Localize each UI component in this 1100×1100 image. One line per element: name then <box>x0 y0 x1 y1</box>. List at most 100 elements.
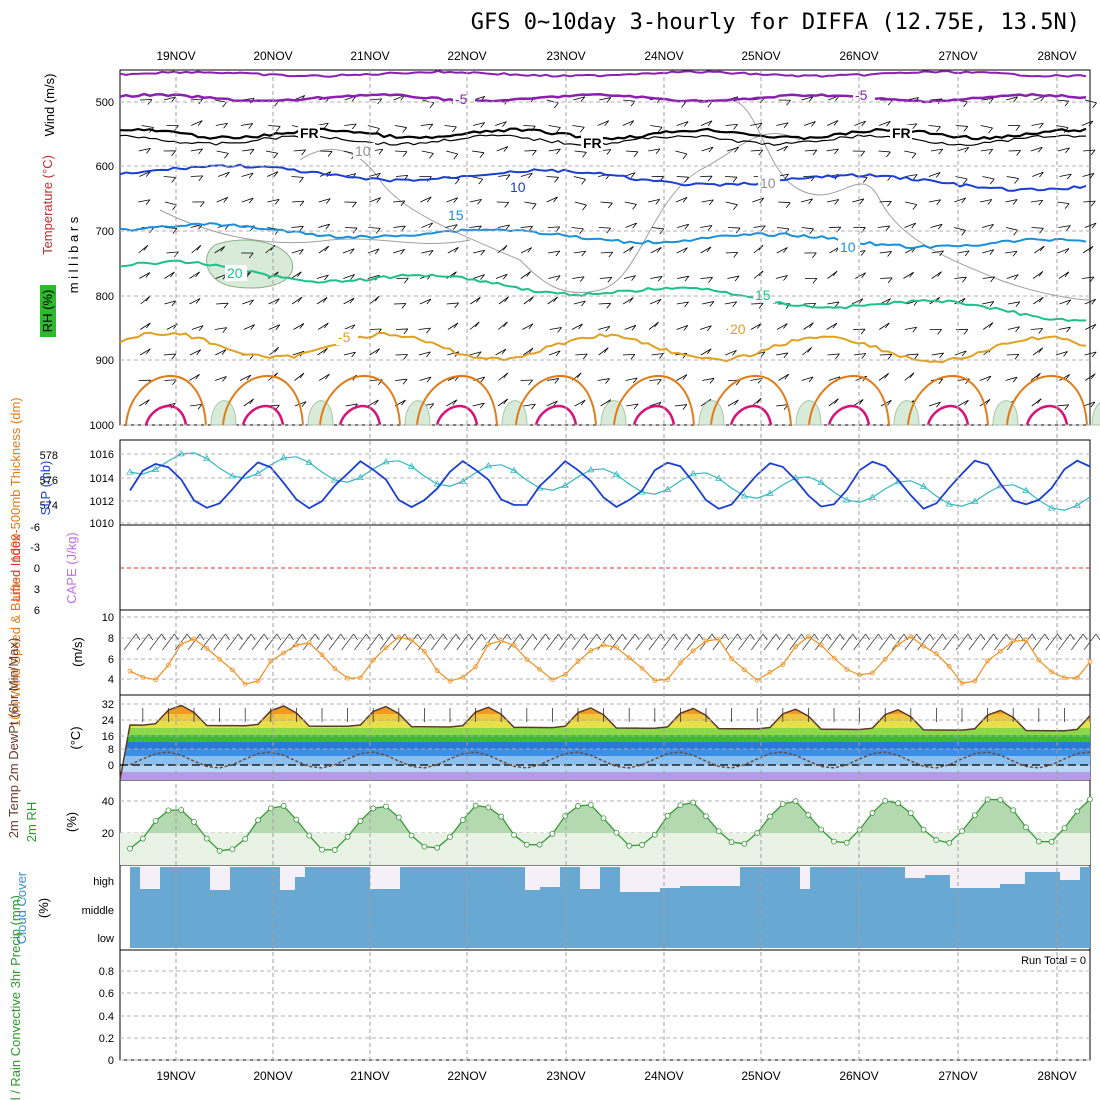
wind-barb <box>191 120 203 126</box>
wind10m-barb-flag <box>276 633 282 641</box>
wind-barb <box>980 199 992 203</box>
wind10m-barb <box>866 633 879 651</box>
wind-barb <box>878 150 891 153</box>
rh-point <box>511 832 517 838</box>
wind-barb-flag <box>1089 276 1095 283</box>
wind10m-barb-flag <box>468 633 474 641</box>
wind-barb-flag <box>632 204 637 210</box>
temp-contour-10 <box>119 222 1087 250</box>
wind-barb <box>447 322 459 330</box>
contour-label: FR <box>300 125 319 141</box>
run-total: Run Total = 0 <box>1021 955 1086 967</box>
wind-barb <box>342 248 355 254</box>
date-label-top: 19NOV <box>156 49 195 63</box>
wind-barb-flag <box>553 196 558 203</box>
wind-barb <box>216 302 229 305</box>
wind-barb-flag <box>988 98 994 104</box>
wind-barb <box>190 403 203 407</box>
rh-line <box>129 798 1091 852</box>
wind10m-barb-flag <box>1070 633 1075 641</box>
wind-barb <box>573 176 586 180</box>
wind-barb-flag <box>250 324 255 330</box>
wind-barb <box>421 222 433 228</box>
wind-barb-flag <box>783 275 788 281</box>
wind-barb-flag <box>349 248 355 254</box>
wind-barb-flag <box>296 271 302 278</box>
wind-barb-flag <box>426 327 431 334</box>
wind10m-barb-flag <box>340 633 346 641</box>
wind-barb-flag <box>659 353 664 359</box>
wind-barb <box>343 324 356 330</box>
wind-barb <box>318 198 331 203</box>
temp-contour-30 <box>435 405 479 426</box>
rh-point <box>434 844 441 851</box>
cloud-gap <box>280 867 295 890</box>
wind-barb <box>904 372 915 381</box>
wind-barb-flag <box>578 323 583 330</box>
wind-barb-flag <box>683 325 689 331</box>
wind-barb <box>776 247 788 254</box>
wind-barb <box>879 200 892 203</box>
wind-barb-flag <box>195 271 200 278</box>
wind-barb-flag <box>964 147 970 153</box>
wind-barb <box>498 174 511 177</box>
wind-barb <box>1008 301 1020 305</box>
wind-barb <box>725 201 738 206</box>
wind-barb-flag <box>325 198 331 204</box>
wind-barb <box>725 349 737 356</box>
contour-label: 10 <box>510 179 526 195</box>
wind-barb-flag <box>146 348 151 355</box>
wind10m-barb <box>981 633 994 651</box>
wind-barb-flag <box>474 321 480 328</box>
wind-barb-flag <box>324 322 329 329</box>
wind-barb <box>980 148 993 152</box>
rh-point <box>818 826 825 833</box>
wind-barb-flag <box>812 252 817 259</box>
wind10m-barb <box>571 633 585 651</box>
wind-barb <box>549 327 562 330</box>
wind-barb-flag <box>582 152 587 158</box>
temp-contour-30 <box>144 405 188 426</box>
wind-barb-flag <box>887 399 892 406</box>
wind-barb <box>1059 173 1072 177</box>
wind10m-barb-flag <box>186 633 192 641</box>
wind-barb <box>139 171 151 177</box>
wind-barb-flag <box>1015 326 1020 333</box>
wind-barb-flag <box>682 404 688 410</box>
wind-barb-flag <box>633 151 639 158</box>
wind-barb <box>1083 200 1096 203</box>
wind-barb-flag <box>1091 222 1097 229</box>
wind-barb <box>189 349 201 356</box>
wind-barb <box>498 372 509 381</box>
wind-barb-flag <box>502 274 508 280</box>
wind10m-barb <box>1070 633 1084 651</box>
wind-barb <box>392 249 405 254</box>
wind-barb-flag <box>528 347 534 354</box>
wind-barb <box>1085 373 1096 381</box>
wind-barb <box>877 225 890 228</box>
wind-barb <box>904 150 917 154</box>
wind10m-barb-flag <box>212 633 218 641</box>
wind-barb-flag <box>1065 374 1070 380</box>
wind-barb <box>750 122 763 126</box>
wind-barb <box>547 250 560 254</box>
wind10m-barb-flag <box>1031 633 1037 641</box>
wind-barb <box>600 399 612 407</box>
wind-barb <box>702 377 715 381</box>
thickness-slp-panel: 578 576 574 1016 1014 1012 1010 <box>40 449 1091 530</box>
cloud-unit: (%) <box>36 898 51 918</box>
wind-barb-flag <box>632 222 638 229</box>
wind-barb <box>827 353 840 356</box>
wind-barb-flag <box>402 378 408 385</box>
wind-barb <box>164 300 177 305</box>
wind-barb <box>650 125 663 128</box>
wind-barb <box>852 198 864 203</box>
wind-barb-flag <box>629 120 635 126</box>
rh-point <box>165 807 172 814</box>
wind-barb-flag <box>936 401 941 408</box>
wind-barb-flag <box>299 200 305 207</box>
wind10m-barb-flag <box>980 633 986 641</box>
millibars-axis-title: m i l l i b a r s <box>66 216 81 293</box>
wind10m-axis-title: 10m Wind Speed & Barbs <box>8 577 23 727</box>
wind-barb <box>598 347 609 356</box>
